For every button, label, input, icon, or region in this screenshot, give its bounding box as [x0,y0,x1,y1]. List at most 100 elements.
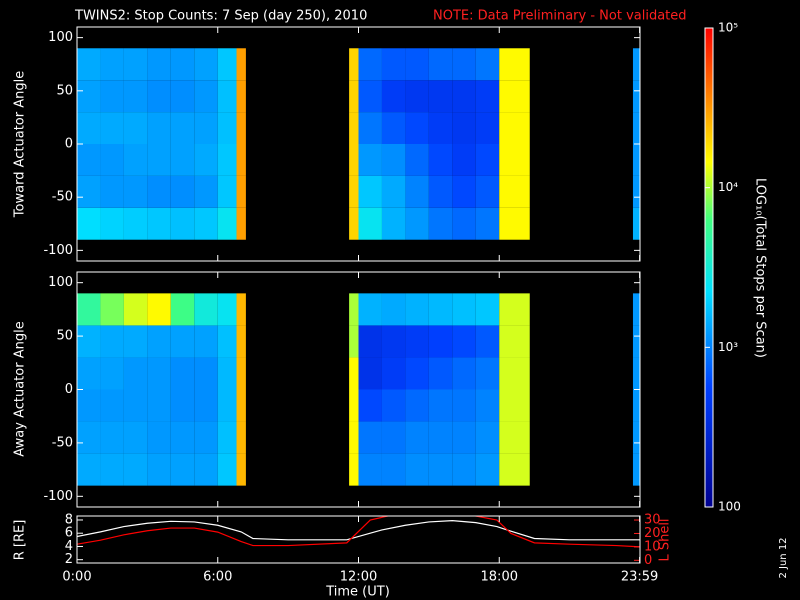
heatmap-cell [381,144,406,176]
heatmap-cell [77,112,101,144]
heatmap-cell [194,80,218,113]
heatmap-cell [428,207,453,240]
heatmap-cell [77,357,101,390]
heatmap-cell [123,80,148,113]
heatmap-cell [194,48,218,81]
heatmap-cell [349,144,359,176]
heatmap-cell [236,207,246,240]
heatmap-cell [358,293,382,326]
heatmap-cell [475,421,500,454]
heatmap-cell [499,48,530,81]
heatmap-cell [170,453,195,486]
heatmap-cell [123,293,148,326]
heatmap-cell [452,112,476,144]
y-axis-label: Toward Actuator Angle [13,71,28,218]
heatmap-cell [123,389,148,422]
heatmap-cell [405,144,429,176]
heatmap-cell [236,48,246,81]
y-tick-label: 50 [56,329,73,344]
heatmap-cell [147,144,171,176]
y-tick-label: 8 [65,512,73,527]
x-tick-label: 6:00 [203,570,232,585]
date-stamp: 2 Jun 12 [778,537,789,578]
heatmap-cell [499,357,530,390]
heatmap-cell [217,112,237,144]
heatmap-cell [428,48,453,81]
heatmap-cell [358,144,382,176]
heatmap-cell [349,80,359,113]
heatmap-cell [349,389,359,422]
heatmap-cell [170,421,195,454]
heatmap-cell [475,389,500,422]
heatmap-cell [405,453,429,486]
heatmap-cell [358,48,382,81]
y2-tick-label: 10 [644,539,661,554]
heatmap-cell [194,421,218,454]
heatmap-cell [123,207,148,240]
heatmap-cell [170,293,195,326]
heatmap-cell [452,207,476,240]
heatmap-cell [170,80,195,113]
heatmap-cell [100,112,124,144]
heatmap-cell [217,421,237,454]
heatmap-cell [428,112,453,144]
heatmap-cell [428,357,453,390]
heatmap-cell [217,389,237,422]
heatmap-cell [381,80,406,113]
heatmap-cell [100,389,124,422]
heatmap-cell [123,175,148,208]
heatmap-cell [475,175,500,208]
x-tick-label: 23:59 [621,570,658,585]
heatmap-cell [123,325,148,358]
heatmap-cell [452,421,476,454]
heatmap-cell [358,207,382,240]
heatmap-cell [236,175,246,208]
heatmap-cell [358,389,382,422]
heatmap-cell [123,453,148,486]
heatmap-cell [452,325,476,358]
heatmap-cell [349,293,359,326]
heatmap-cell [77,80,101,113]
heatmap-cell [632,207,640,240]
heatmap-cell [405,207,429,240]
heatmap-cell [123,421,148,454]
heatmap-cell [428,144,453,176]
heatmap-cell [405,293,429,326]
y-tick-label: 4 [65,539,73,554]
heatmap-cell [452,175,476,208]
heatmap-cell [236,144,246,176]
heatmap-cell [236,453,246,486]
y2-tick-label: 30 [644,513,661,528]
y2-axis-label: L Shell [658,518,673,561]
heatmap-cell [358,421,382,454]
heatmap-cell [147,80,171,113]
y-tick-label: -100 [43,243,73,258]
heatmap-cell [100,80,124,113]
heatmap-cell [349,421,359,454]
heatmap-cell [236,421,246,454]
heatmap-cell [632,144,640,176]
heatmap-cell [194,453,218,486]
colorbar [704,27,714,508]
heatmap-cell [358,453,382,486]
heatmap-cell [170,207,195,240]
heatmap-cell [77,48,101,81]
heatmap-cell [405,80,429,113]
heatmap-cell [194,293,218,326]
heatmap-cell [349,357,359,390]
heatmap-cell [236,389,246,422]
y-tick-label: 0 [65,382,73,397]
heatmap-cell [499,144,530,176]
heatmap-cell [77,389,101,422]
colorbar-label: LOG₁₀(Total Stops per Scan) [753,178,768,358]
x-tick-label: 18:00 [481,570,518,585]
heatmap-cell [428,453,453,486]
heatmap-cell [405,357,429,390]
heatmap-cell [381,389,406,422]
colorbar-tick-label: 100 [718,500,741,514]
heatmap-cell [428,421,453,454]
heatmap-cell [632,453,640,486]
heatmap-cell [349,112,359,144]
heatmap-cell [358,357,382,390]
heatmap-cell [123,48,148,81]
